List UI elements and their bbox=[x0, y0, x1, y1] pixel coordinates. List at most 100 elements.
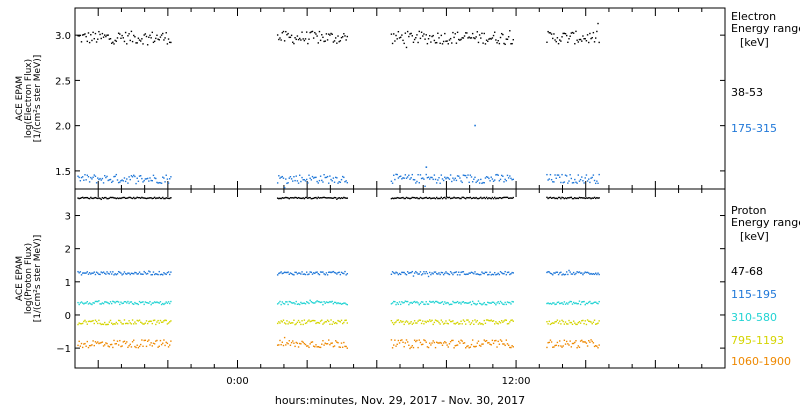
data-point bbox=[112, 271, 114, 273]
data-point bbox=[302, 273, 304, 275]
data-point bbox=[556, 174, 559, 176]
data-point bbox=[592, 31, 595, 34]
data-point bbox=[303, 179, 306, 181]
data-point bbox=[99, 177, 101, 180]
data-point bbox=[120, 321, 122, 324]
data-point bbox=[150, 197, 152, 199]
data-point bbox=[149, 271, 151, 273]
data-point bbox=[475, 181, 477, 184]
data-point bbox=[105, 176, 107, 179]
data-point bbox=[391, 302, 394, 304]
data-point bbox=[489, 343, 491, 345]
data-point bbox=[425, 301, 427, 303]
data-point bbox=[297, 182, 300, 184]
data-point bbox=[114, 323, 116, 325]
data-point bbox=[552, 37, 554, 40]
data-point bbox=[283, 303, 286, 305]
data-point bbox=[165, 319, 167, 322]
data-point bbox=[454, 345, 456, 347]
data-point bbox=[340, 271, 343, 274]
data-point bbox=[167, 322, 170, 324]
data-point bbox=[596, 345, 598, 347]
data-point bbox=[332, 321, 335, 323]
data-point bbox=[133, 34, 135, 37]
data-point bbox=[589, 273, 591, 275]
data-point bbox=[340, 178, 343, 181]
data-point bbox=[462, 196, 465, 199]
data-point bbox=[422, 35, 424, 37]
data-point bbox=[130, 197, 133, 199]
data-point bbox=[454, 301, 456, 304]
y-tick-label: 0 bbox=[65, 311, 71, 322]
data-point bbox=[463, 273, 466, 275]
data-point bbox=[510, 177, 512, 180]
data-point bbox=[474, 124, 476, 127]
data-point bbox=[341, 272, 344, 274]
data-point bbox=[338, 302, 340, 305]
data-point bbox=[418, 339, 420, 341]
data-point bbox=[582, 341, 584, 343]
data-point bbox=[546, 271, 548, 274]
data-point bbox=[419, 319, 422, 321]
data-point bbox=[279, 197, 281, 200]
data-point bbox=[104, 272, 106, 275]
legend-entry: 310-580 bbox=[731, 311, 777, 324]
data-point bbox=[138, 345, 141, 348]
data-point bbox=[394, 300, 396, 303]
data-point bbox=[598, 300, 600, 303]
data-point bbox=[467, 197, 469, 199]
data-point bbox=[106, 197, 108, 200]
data-point bbox=[424, 320, 426, 323]
data-point bbox=[130, 323, 133, 325]
data-point bbox=[405, 196, 408, 199]
data-point bbox=[475, 36, 477, 38]
data-point bbox=[579, 303, 582, 306]
data-point bbox=[330, 178, 332, 181]
data-point bbox=[588, 41, 590, 44]
data-point bbox=[322, 323, 324, 325]
data-point bbox=[276, 197, 279, 199]
data-point bbox=[148, 197, 150, 199]
data-point bbox=[409, 178, 411, 180]
data-point bbox=[151, 345, 154, 347]
data-point bbox=[152, 197, 155, 199]
data-point bbox=[97, 300, 99, 303]
data-point bbox=[135, 272, 137, 274]
data-point bbox=[300, 180, 302, 183]
data-point bbox=[460, 271, 462, 274]
data-point bbox=[128, 272, 130, 274]
data-point bbox=[565, 34, 568, 37]
data-point bbox=[446, 272, 448, 274]
data-point bbox=[431, 272, 433, 274]
data-point bbox=[292, 273, 294, 276]
data-point bbox=[482, 181, 484, 184]
data-point bbox=[406, 176, 409, 178]
data-point bbox=[343, 321, 345, 324]
data-point bbox=[105, 273, 107, 275]
data-point bbox=[477, 41, 480, 44]
data-point bbox=[481, 343, 483, 345]
data-point bbox=[502, 321, 504, 323]
data-point bbox=[460, 197, 462, 200]
data-point bbox=[444, 322, 446, 324]
data-point bbox=[598, 41, 600, 44]
data-point bbox=[84, 272, 86, 274]
data-point bbox=[116, 300, 119, 303]
data-point bbox=[429, 35, 431, 37]
data-point bbox=[135, 302, 137, 305]
data-point bbox=[468, 321, 470, 323]
data-point bbox=[595, 323, 597, 325]
data-point bbox=[94, 32, 97, 35]
data-point bbox=[128, 345, 130, 347]
data-point bbox=[305, 196, 308, 199]
data-point bbox=[128, 33, 130, 35]
data-point bbox=[301, 320, 303, 322]
data-point bbox=[94, 175, 97, 177]
data-point bbox=[592, 342, 595, 344]
data-point bbox=[590, 339, 592, 341]
data-point bbox=[285, 344, 287, 346]
data-point bbox=[572, 342, 575, 345]
data-point bbox=[104, 344, 106, 346]
data-point bbox=[497, 301, 499, 303]
